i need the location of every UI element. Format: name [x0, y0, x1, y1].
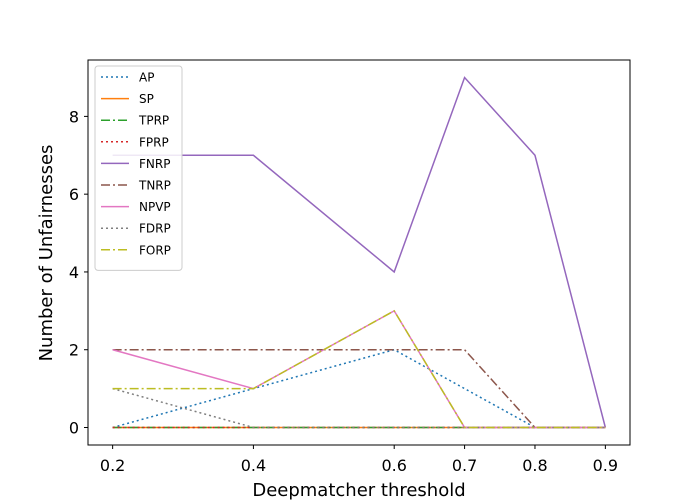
y-axis: 0 2 4 6 8 [69, 107, 88, 438]
y-tick-label: 6 [69, 185, 79, 204]
legend-box [94, 65, 183, 271]
x-tick-label: 0.4 [241, 456, 266, 475]
series-line-forp [112, 309, 606, 429]
y-tick-label: 0 [69, 419, 79, 438]
legend-label: FDRP [139, 222, 171, 236]
legend-label: SP [139, 92, 154, 106]
legend-label: FNRP [139, 157, 170, 171]
x-axis: 0.2 0.4 0.6 0.7 0.8 0.9 [100, 445, 618, 475]
legend-label: FORP [139, 243, 171, 257]
x-tick-label: 0.2 [100, 456, 125, 475]
y-tick-label: 8 [69, 107, 79, 126]
x-tick-label: 0.8 [522, 456, 547, 475]
legend-label: TPRP [138, 114, 169, 128]
legend-label: NPVP [139, 200, 171, 214]
series-line-fdrp [112, 387, 606, 429]
series-layer [112, 76, 607, 429]
x-tick-label: 0.7 [452, 456, 477, 475]
plot-frame [87, 59, 631, 446]
series-line-ap [112, 348, 606, 429]
y-tick-label: 2 [69, 341, 79, 360]
legend-label: FPRP [139, 135, 169, 149]
legend: AP SP TPRP FPRP FNRP TNRP NPVP FDRP FORP [94, 65, 183, 271]
x-axis-label: Deepmatcher threshold [252, 480, 465, 500]
legend-label: AP [139, 71, 154, 85]
y-tick-label: 4 [69, 263, 79, 282]
legend-label: TNRP [138, 179, 171, 193]
x-tick-label: 0.6 [381, 456, 406, 475]
x-tick-label: 0.9 [593, 456, 618, 475]
series-line-fnrp [112, 76, 607, 428]
y-axis-label: Number of Unfairnesses [36, 145, 57, 362]
series-line-npvp [112, 309, 606, 429]
